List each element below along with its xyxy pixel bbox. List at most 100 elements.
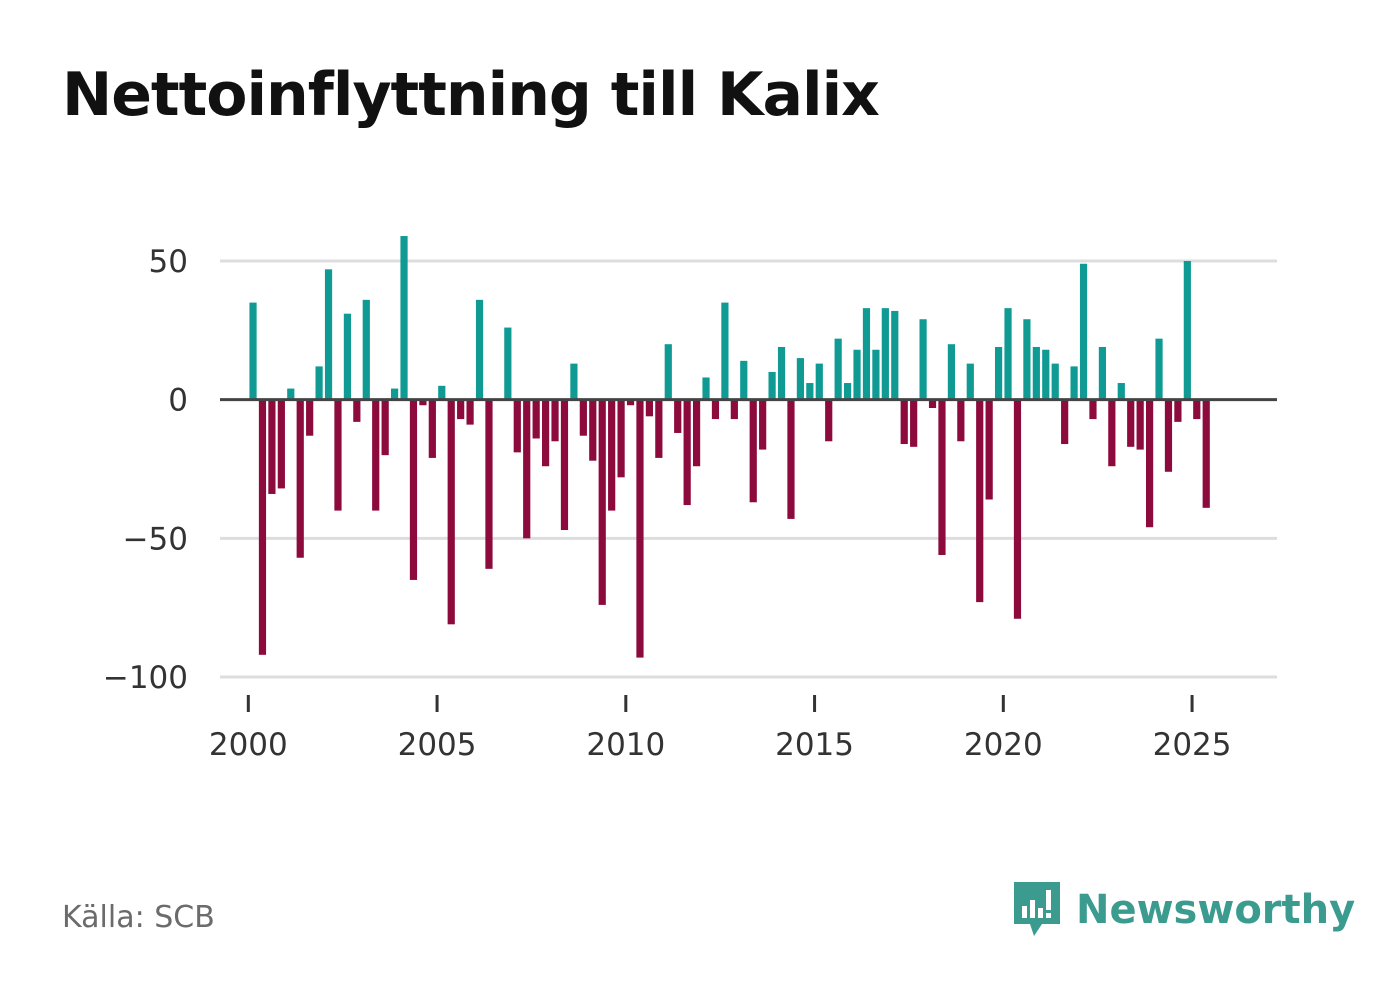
bar	[645, 399, 654, 417]
bar	[787, 399, 795, 519]
bar	[985, 399, 993, 500]
y-tick-label: 50	[149, 244, 188, 280]
bar	[994, 346, 1003, 400]
bar	[532, 399, 540, 439]
bar	[1004, 308, 1012, 400]
bar	[390, 388, 399, 400]
bar	[834, 338, 842, 400]
bar	[825, 399, 833, 442]
bar	[324, 269, 333, 400]
bar	[938, 399, 946, 555]
bar	[966, 363, 974, 400]
bar	[362, 299, 370, 400]
bar	[957, 399, 965, 442]
bar	[523, 399, 531, 539]
bar	[1117, 383, 1125, 400]
bar	[1089, 399, 1097, 420]
bar	[438, 385, 446, 400]
x-tick-label: 2015	[775, 727, 854, 763]
bar	[1155, 338, 1163, 400]
newsworthy-logo-icon	[1014, 882, 1060, 936]
x-tick-label: 2000	[209, 727, 288, 763]
bar	[268, 399, 276, 494]
bar	[372, 399, 380, 511]
bar	[692, 399, 701, 467]
x-tick-label: 2005	[398, 727, 477, 763]
bar	[551, 399, 559, 442]
bar	[1174, 399, 1182, 422]
bar	[891, 310, 899, 400]
x-tick-label: 2010	[586, 727, 665, 763]
bar	[806, 383, 814, 400]
y-tick-label: −100	[103, 660, 188, 696]
bar	[1108, 399, 1116, 467]
bar	[711, 399, 720, 420]
x-tick-label: 2020	[964, 727, 1043, 763]
bar	[504, 327, 512, 400]
bar	[1098, 346, 1107, 400]
bar	[910, 399, 918, 447]
brand-logo[interactable]: Newsworthy	[1012, 880, 1355, 940]
bar	[400, 236, 408, 400]
brand-name: Newsworthy	[1076, 887, 1356, 933]
bar	[768, 371, 776, 400]
bar	[409, 399, 418, 580]
bar	[466, 399, 474, 425]
bar	[513, 399, 521, 453]
bar	[258, 399, 267, 655]
bar	[872, 349, 880, 400]
bar	[608, 399, 616, 511]
bar	[419, 399, 427, 406]
bar	[541, 399, 550, 467]
bar	[702, 377, 710, 400]
bar	[343, 313, 352, 400]
bar	[740, 360, 748, 400]
bar	[636, 399, 644, 658]
bar	[334, 399, 342, 511]
bar	[485, 399, 493, 569]
bar	[353, 399, 361, 422]
bar	[815, 363, 823, 400]
x-axis: 2000 2005 2010 2015 2020 2025	[209, 695, 1232, 763]
bar	[853, 349, 861, 400]
bar	[1145, 399, 1154, 528]
bar	[1051, 363, 1059, 400]
bar	[730, 399, 738, 420]
bar	[617, 399, 625, 478]
bar	[277, 399, 285, 489]
bar	[1023, 319, 1031, 400]
bar	[287, 388, 295, 400]
bar	[1164, 399, 1173, 472]
bar	[862, 308, 871, 400]
bar	[919, 319, 927, 400]
bar	[796, 358, 805, 400]
bar	[598, 399, 606, 605]
bar	[428, 399, 436, 458]
bar	[664, 344, 672, 400]
bar	[928, 399, 937, 408]
x-tick-label: 2025	[1153, 727, 1232, 763]
bar	[589, 399, 597, 461]
bar	[1183, 261, 1191, 400]
source-label: Källa: SCB	[62, 900, 215, 935]
bar	[1032, 346, 1040, 400]
chart-title: Nettoinflyttning till Kalix	[62, 60, 880, 130]
bar	[306, 399, 314, 436]
bar	[947, 344, 956, 400]
bar	[1127, 399, 1135, 447]
bar	[315, 366, 323, 400]
bar	[976, 399, 984, 603]
bar	[1013, 399, 1022, 619]
y-tick-label: −50	[123, 521, 188, 557]
bar	[900, 399, 908, 445]
gridlines	[220, 259, 1277, 679]
bar	[447, 399, 455, 625]
bar	[881, 308, 889, 400]
bar	[1079, 263, 1088, 400]
bar	[570, 363, 578, 400]
bar	[626, 399, 635, 406]
bar	[843, 383, 852, 400]
bar	[296, 399, 304, 558]
bar	[1202, 399, 1210, 508]
